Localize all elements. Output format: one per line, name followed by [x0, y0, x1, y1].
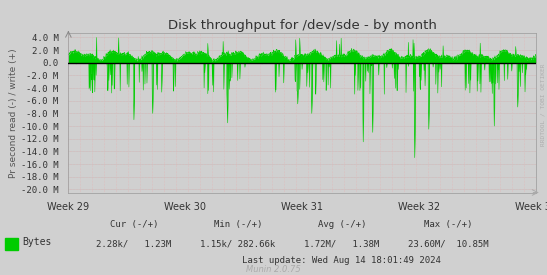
Text: Avg (-/+): Avg (-/+): [318, 220, 366, 229]
Text: Bytes: Bytes: [22, 237, 51, 247]
Text: 1.72M/   1.38M: 1.72M/ 1.38M: [304, 239, 380, 248]
Text: Last update: Wed Aug 14 18:01:49 2024: Last update: Wed Aug 14 18:01:49 2024: [242, 256, 441, 265]
Y-axis label: Pr second read (-) / write (+): Pr second read (-) / write (+): [9, 48, 18, 178]
Text: Min (-/+): Min (-/+): [214, 220, 262, 229]
Text: Cur (-/+): Cur (-/+): [110, 220, 158, 229]
Text: Munin 2.0.75: Munin 2.0.75: [246, 265, 301, 274]
Text: RRDTOOL / TOBI OETIKER: RRDTOOL / TOBI OETIKER: [541, 63, 546, 146]
Text: 1.15k/ 282.66k: 1.15k/ 282.66k: [200, 239, 276, 248]
Text: 2.28k/   1.23M: 2.28k/ 1.23M: [96, 239, 172, 248]
Text: 23.60M/  10.85M: 23.60M/ 10.85M: [408, 239, 489, 248]
Title: Disk throughput for /dev/sde - by month: Disk throughput for /dev/sde - by month: [168, 19, 437, 32]
Text: Max (-/+): Max (-/+): [424, 220, 473, 229]
